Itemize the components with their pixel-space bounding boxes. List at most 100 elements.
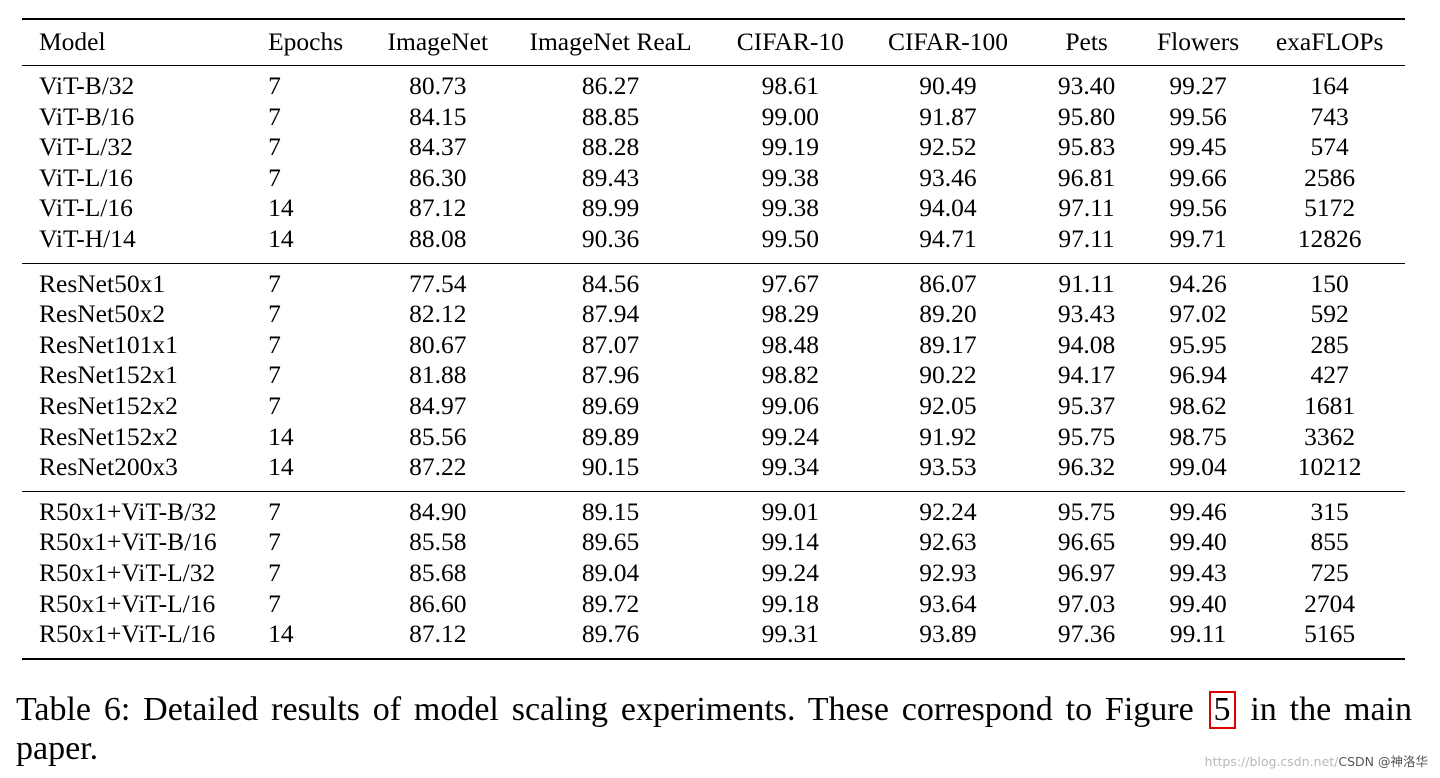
vit-models-group: ViT-B/32 7 80.73 86.27 98.61 90.49 93.40 99.27 1… <box>22 66 1405 264</box>
watermark-brand: CSDN @神洛华 <box>1338 754 1428 769</box>
cell-cifar-100: 92.52 <box>919 132 977 162</box>
table-row: ResNet152x2 14 85.56 89.89 99.24 91.92 95.75 98… <box>22 422 1405 453</box>
table-row: R50x1+ViT-L/16 7 86.60 89.72 99.18 93.64 97.03… <box>22 589 1405 620</box>
cell-flowers: 99.56 <box>1169 101 1227 131</box>
cell-epochs: 7 <box>268 132 281 162</box>
cell-imagenet: 81.88 <box>409 360 467 390</box>
cell-cifar-10: 99.00 <box>761 101 819 131</box>
cell-cifar-100: 90.22 <box>919 360 977 390</box>
table-row: ViT-B/32 7 80.73 86.27 98.61 90.49 93.40 99.27 1… <box>22 66 1405 102</box>
cell-imagenet-real: 87.96 <box>581 360 640 390</box>
cell-flowers: 95.95 <box>1169 329 1227 359</box>
cell-pets: 97.03 <box>1057 588 1116 618</box>
cell-flowers: 98.75 <box>1169 421 1227 451</box>
cell-model: R50x1+ViT-L/16 <box>39 619 216 649</box>
cell-pets: 95.75 <box>1057 496 1116 526</box>
table-row: R50x1+ViT-B/16 7 85.58 89.65 99.14 92.63 96.65… <box>22 527 1405 558</box>
column-header-pets: Pets <box>1065 27 1108 57</box>
cell-cifar-100: 93.64 <box>919 588 977 618</box>
cell-flowers: 99.27 <box>1169 71 1227 100</box>
cell-model: ViT-B/16 <box>39 101 135 131</box>
cell-model: ResNet50x1 <box>39 268 166 298</box>
cell-cifar-10: 98.29 <box>761 299 819 329</box>
resnet-models-group: ResNet50x1 7 77.54 84.56 97.67 86.07 91.11 94.2… <box>22 263 1405 491</box>
cell-cifar-10: 99.31 <box>761 619 819 649</box>
cell-cifar-100: 90.49 <box>919 71 977 100</box>
cell-imagenet-real: 89.43 <box>581 162 640 192</box>
cell-cifar-10: 97.67 <box>761 268 819 298</box>
cell-cifar-10: 99.01 <box>761 496 819 526</box>
cell-imagenet-real: 89.76 <box>581 619 640 649</box>
table-row: ResNet50x2 7 82.12 87.94 98.29 89.20 93.43 97.0… <box>22 299 1405 330</box>
cell-exaflops: 574 <box>1310 132 1349 162</box>
cell-imagenet: 87.12 <box>409 193 467 223</box>
cell-model: R50x1+ViT-B/32 <box>39 496 217 526</box>
cell-cifar-100: 93.89 <box>919 619 977 649</box>
cell-pets: 94.17 <box>1057 360 1116 390</box>
cell-flowers: 99.11 <box>1169 619 1227 649</box>
cell-flowers: 94.26 <box>1169 268 1227 298</box>
cell-imagenet: 86.60 <box>409 588 467 618</box>
table-row: ViT-L/16 14 87.12 89.99 99.38 94.04 97.11 99.56… <box>22 193 1405 224</box>
header-row: Model Epochs ImageNet ImageNet ReaL CIFAR-10… <box>22 19 1405 66</box>
cell-epochs: 7 <box>268 390 281 420</box>
cell-epochs: 14 <box>268 421 294 451</box>
cell-imagenet-real: 88.85 <box>581 101 640 131</box>
cell-imagenet-real: 88.28 <box>581 132 640 162</box>
cell-flowers: 99.40 <box>1169 527 1227 557</box>
table-row: ResNet152x2 7 84.97 89.69 99.06 92.05 95.37 98.… <box>22 391 1405 422</box>
cell-cifar-100: 89.20 <box>919 299 977 329</box>
cell-imagenet: 87.12 <box>409 619 467 649</box>
cell-imagenet: 87.22 <box>409 452 467 482</box>
cell-pets: 97.11 <box>1058 193 1115 223</box>
cell-imagenet-real: 90.15 <box>581 452 640 482</box>
cell-epochs: 7 <box>268 162 281 192</box>
cell-imagenet: 84.90 <box>409 496 467 526</box>
results-table: Model Epochs ImageNet ImageNet ReaL CIFAR-10… <box>22 18 1405 660</box>
cell-exaflops: 2704 <box>1304 588 1356 618</box>
hybrid-models-group: R50x1+ViT-B/32 7 84.90 89.15 99.01 92.24 95.75… <box>22 491 1405 659</box>
cell-flowers: 99.40 <box>1169 588 1227 618</box>
column-header-model: Model <box>39 27 106 57</box>
cell-pets: 96.65 <box>1057 527 1116 557</box>
cell-exaflops: 2586 <box>1304 162 1356 192</box>
cell-epochs: 7 <box>268 268 281 298</box>
cell-cifar-100: 92.24 <box>919 496 977 526</box>
figure-reference-link[interactable]: 5 <box>1208 691 1236 729</box>
table-caption: Table 6: Detailed results of model scali… <box>16 690 1412 768</box>
cell-epochs: 7 <box>268 557 281 587</box>
cell-pets: 95.80 <box>1057 101 1116 131</box>
cell-model: ViT-L/32 <box>39 132 133 162</box>
cell-model: ResNet152x1 <box>39 360 178 390</box>
cell-cifar-10: 98.48 <box>761 329 819 359</box>
cell-cifar-10: 99.24 <box>761 421 819 451</box>
cell-pets: 96.81 <box>1057 162 1116 192</box>
cell-model: ResNet200x3 <box>39 452 178 482</box>
cell-model: ResNet50x2 <box>39 299 166 329</box>
table-row: ViT-B/16 7 84.15 88.85 99.00 91.87 95.80 99.56 7… <box>22 102 1405 133</box>
table-header: Model Epochs ImageNet ImageNet ReaL CIFAR-10… <box>22 19 1405 66</box>
column-header-flowers: Flowers <box>1156 27 1240 57</box>
table-row: ViT-L/16 7 86.30 89.43 99.38 93.46 96.81 99.66 2… <box>22 163 1405 194</box>
watermark: https://blog.csdn.net/CSDN @神洛华 <box>1205 751 1428 770</box>
cell-cifar-10: 99.34 <box>761 452 819 482</box>
cell-epochs: 7 <box>268 299 281 329</box>
cell-imagenet: 80.73 <box>409 71 467 100</box>
cell-epochs: 14 <box>268 452 294 482</box>
cell-imagenet: 85.58 <box>409 527 467 557</box>
caption-text-after: in the main paper. <box>16 691 1412 767</box>
cell-imagenet-real: 90.36 <box>581 223 640 253</box>
cell-flowers: 99.45 <box>1169 132 1227 162</box>
cell-imagenet-real: 89.04 <box>581 557 640 587</box>
cell-epochs: 14 <box>268 223 294 253</box>
cell-cifar-100: 94.04 <box>919 193 977 223</box>
cell-flowers: 99.71 <box>1169 223 1227 253</box>
cell-imagenet-real: 84.56 <box>581 268 640 298</box>
cell-imagenet-real: 87.94 <box>581 299 640 329</box>
cell-pets: 97.11 <box>1058 223 1115 253</box>
table-row: ResNet50x1 7 77.54 84.56 97.67 86.07 91.11 94.2… <box>22 263 1405 299</box>
cell-cifar-10: 99.38 <box>761 162 819 192</box>
cell-model: R50x1+ViT-L/32 <box>39 557 216 587</box>
cell-cifar-100: 92.93 <box>919 557 977 587</box>
cell-model: ViT-H/14 <box>39 223 136 253</box>
